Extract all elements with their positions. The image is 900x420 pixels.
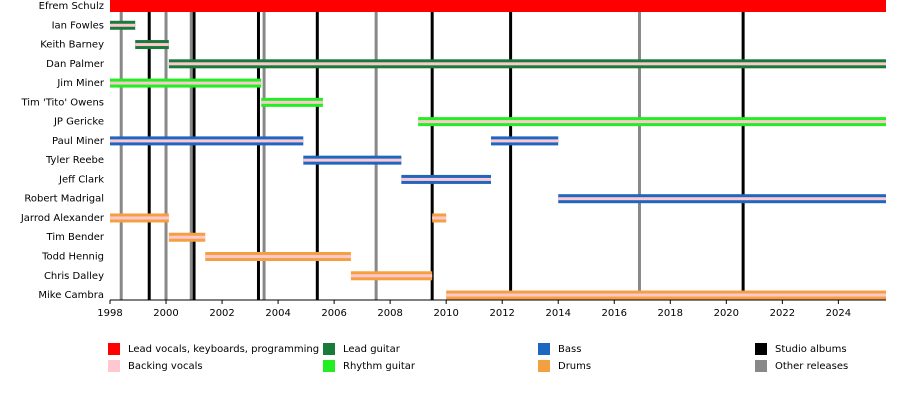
x-tick-label: 2012 xyxy=(489,308,514,319)
member-bar-stripe xyxy=(490,139,559,143)
member-bar-stripe xyxy=(110,216,169,220)
legend-swatch xyxy=(538,360,550,372)
legend-label: Drums xyxy=(558,361,591,372)
x-tick-label: 2022 xyxy=(770,308,795,319)
x-tick-label: 2020 xyxy=(714,308,739,319)
legend-swatch xyxy=(755,360,767,372)
member-bar-stripe xyxy=(110,139,304,143)
member-label: Todd Hennig xyxy=(41,252,104,263)
member-bar-stripe xyxy=(303,158,402,162)
x-tick-label: 2018 xyxy=(658,308,683,319)
member-bar-stripe xyxy=(418,120,886,124)
legend-swatch xyxy=(108,343,120,355)
member-label: Jim Miner xyxy=(56,78,105,89)
legend-label: Other releases xyxy=(775,361,848,372)
x-tick-label: 2006 xyxy=(321,308,346,319)
legend-swatch xyxy=(108,360,120,372)
legend-label: Bass xyxy=(558,344,581,355)
member-label: Paul Miner xyxy=(52,136,105,147)
member-bar-stripe xyxy=(558,197,886,201)
legend-swatch xyxy=(323,360,335,372)
member-bar-stripe xyxy=(432,216,447,220)
x-tick-label: 2016 xyxy=(602,308,627,319)
member-bar-stripe xyxy=(401,177,491,181)
member-label: Robert Madrigal xyxy=(24,194,104,205)
member-label: Tim 'Tito' Owens xyxy=(20,97,104,108)
member-bar-stripe xyxy=(168,62,886,66)
member-bar-stripe xyxy=(350,274,433,278)
member-label: Mike Cambra xyxy=(38,290,104,301)
member-bar-stripe xyxy=(205,255,351,259)
member-label: Chris Dalley xyxy=(44,271,104,282)
member-bar xyxy=(110,0,886,12)
legend-label: Lead vocals, keyboards, programming xyxy=(128,344,319,355)
x-tick-label: 2024 xyxy=(826,308,851,319)
member-bar-stripe xyxy=(261,100,323,104)
x-tick-label: 2010 xyxy=(433,308,458,319)
legend-swatch xyxy=(755,343,767,355)
legend-swatch xyxy=(323,343,335,355)
x-tick-label: 2000 xyxy=(153,308,178,319)
legend-swatch xyxy=(538,343,550,355)
x-tick-label: 2008 xyxy=(377,308,402,319)
x-tick-label: 2004 xyxy=(265,308,290,319)
member-label: Jarrod Alexander xyxy=(20,213,105,224)
member-bar-stripe xyxy=(446,293,886,297)
legend-label: Backing vocals xyxy=(128,361,203,372)
member-label: Keith Barney xyxy=(40,40,104,51)
member-label: Dan Palmer xyxy=(46,59,105,70)
member-bar-stripe xyxy=(168,235,206,239)
legend-label: Studio albums xyxy=(775,344,847,355)
member-bar-stripe xyxy=(110,23,136,27)
x-tick-label: 1998 xyxy=(97,308,122,319)
member-label: Tim Bender xyxy=(46,232,105,243)
member-label: Efrem Schulz xyxy=(39,1,104,12)
member-label: JP Gericke xyxy=(53,117,104,128)
member-label: Jeff Clark xyxy=(58,174,104,185)
member-bar-stripe xyxy=(135,43,169,47)
member-label: Tyler Reebe xyxy=(45,155,104,166)
x-tick-label: 2014 xyxy=(546,308,571,319)
legend-label: Lead guitar xyxy=(343,344,401,355)
x-tick-label: 2002 xyxy=(209,308,234,319)
legend-label: Rhythm guitar xyxy=(343,361,416,372)
member-label: Ian Fowles xyxy=(52,20,104,31)
member-bar-stripe xyxy=(110,81,262,85)
